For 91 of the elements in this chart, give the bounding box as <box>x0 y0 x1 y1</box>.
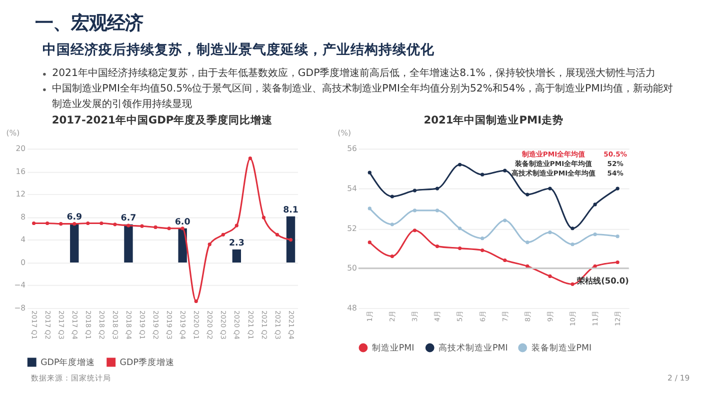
text: 中国经济疫后持续复苏，制造业景气度延续，产业结构持续优化 <box>42 41 436 58</box>
data-label: 6.0 <box>174 218 190 228</box>
y-tick-label: 50 <box>347 264 358 273</box>
point <box>194 299 198 304</box>
point <box>503 218 507 222</box>
point <box>412 208 417 212</box>
point <box>140 224 144 228</box>
point <box>458 246 462 250</box>
point <box>86 221 90 226</box>
point <box>570 282 574 286</box>
point <box>435 208 440 212</box>
point <box>616 234 620 238</box>
point <box>435 186 440 190</box>
point <box>390 222 394 226</box>
point <box>390 194 394 198</box>
point <box>262 216 266 220</box>
y-tick-label: 4 <box>20 235 26 244</box>
point <box>368 170 372 174</box>
point <box>248 156 252 160</box>
point <box>480 236 484 240</box>
point <box>570 242 574 246</box>
point <box>208 242 212 246</box>
point <box>126 224 130 228</box>
point <box>100 221 104 226</box>
point <box>390 254 394 258</box>
chart-title: 2017-2021年中国GDP年度及季度同比增速 <box>52 114 274 127</box>
data-label: 6.7 <box>120 214 136 224</box>
data-label: 8.1 <box>283 206 298 216</box>
y-tick-label: 16 <box>16 166 26 176</box>
point <box>167 226 171 230</box>
point <box>180 226 184 230</box>
point <box>234 224 238 228</box>
text: 一、宏观经济 <box>34 12 143 34</box>
point <box>526 192 530 196</box>
legend-label: GDP年度增速 <box>40 357 96 368</box>
y-tick-label: 56 <box>347 144 358 154</box>
point <box>368 240 372 244</box>
text: 中国制造业PMI全年均值50.5%位于景气区间，装备制造业、高技术制造业PMI全年均值分别为52%和54%，高于制造业PMI均值，新动能对制造业发展的引领作用持续显现 <box>52 82 673 110</box>
point <box>548 230 552 234</box>
text: 2021年中国经济持续稳定复苏，由于去年低基数效应，GDP季度增速前高后低，全年增速达8.1%，保持较快增长，展现强大韧性与活力 <box>52 67 656 80</box>
point <box>503 168 507 172</box>
y-tick-label: 12 <box>16 190 26 199</box>
y-axis-title: (%) <box>6 128 20 138</box>
point <box>616 260 620 264</box>
point <box>480 172 484 176</box>
data-label: 6.9 <box>66 212 82 222</box>
point <box>480 248 484 252</box>
bar <box>232 249 242 263</box>
y-axis-title: (%) <box>338 128 351 138</box>
point <box>593 202 597 206</box>
source-note: 数据来源：国家统计局 <box>30 374 111 383</box>
legend-label: GDP季度增速 <box>120 357 174 368</box>
point <box>46 221 50 226</box>
point <box>72 222 76 226</box>
point <box>593 232 597 236</box>
point <box>113 222 117 226</box>
bar <box>70 223 79 263</box>
point <box>548 274 552 278</box>
point <box>412 228 417 232</box>
point <box>570 226 574 230</box>
point <box>526 240 530 244</box>
data-label: 2.3 <box>228 238 244 249</box>
point <box>458 162 462 166</box>
point <box>435 244 440 248</box>
y-tick-label: 52 <box>347 224 358 233</box>
text: 2 / 19 <box>667 374 690 383</box>
point <box>275 232 280 236</box>
y-tick-label: 54 <box>347 184 358 193</box>
y-tick-label: 0 <box>20 258 26 267</box>
bar <box>286 216 296 263</box>
bar <box>124 224 133 263</box>
point <box>412 188 417 192</box>
y-tick-label: 20 <box>16 144 26 154</box>
y-tick-label: −8 <box>14 303 26 312</box>
point <box>616 186 620 190</box>
y-tick-label: 8 <box>20 212 26 222</box>
point <box>458 226 462 230</box>
y-tick-label: 48 <box>347 303 358 312</box>
point <box>368 206 372 210</box>
point <box>32 221 36 226</box>
point <box>288 238 293 242</box>
legend-label: 高技术制造业PMI <box>438 342 508 354</box>
point <box>548 186 552 190</box>
chart-title: 2021年中国制造业PMI走势 <box>424 114 564 127</box>
y-tick-label: −4 <box>14 280 26 290</box>
point <box>154 225 158 230</box>
point <box>221 232 225 236</box>
legend-label: 装备制造业PMI <box>531 342 592 354</box>
legend-label: 制造业PMI <box>372 342 414 354</box>
point <box>503 258 507 262</box>
point <box>59 222 63 226</box>
